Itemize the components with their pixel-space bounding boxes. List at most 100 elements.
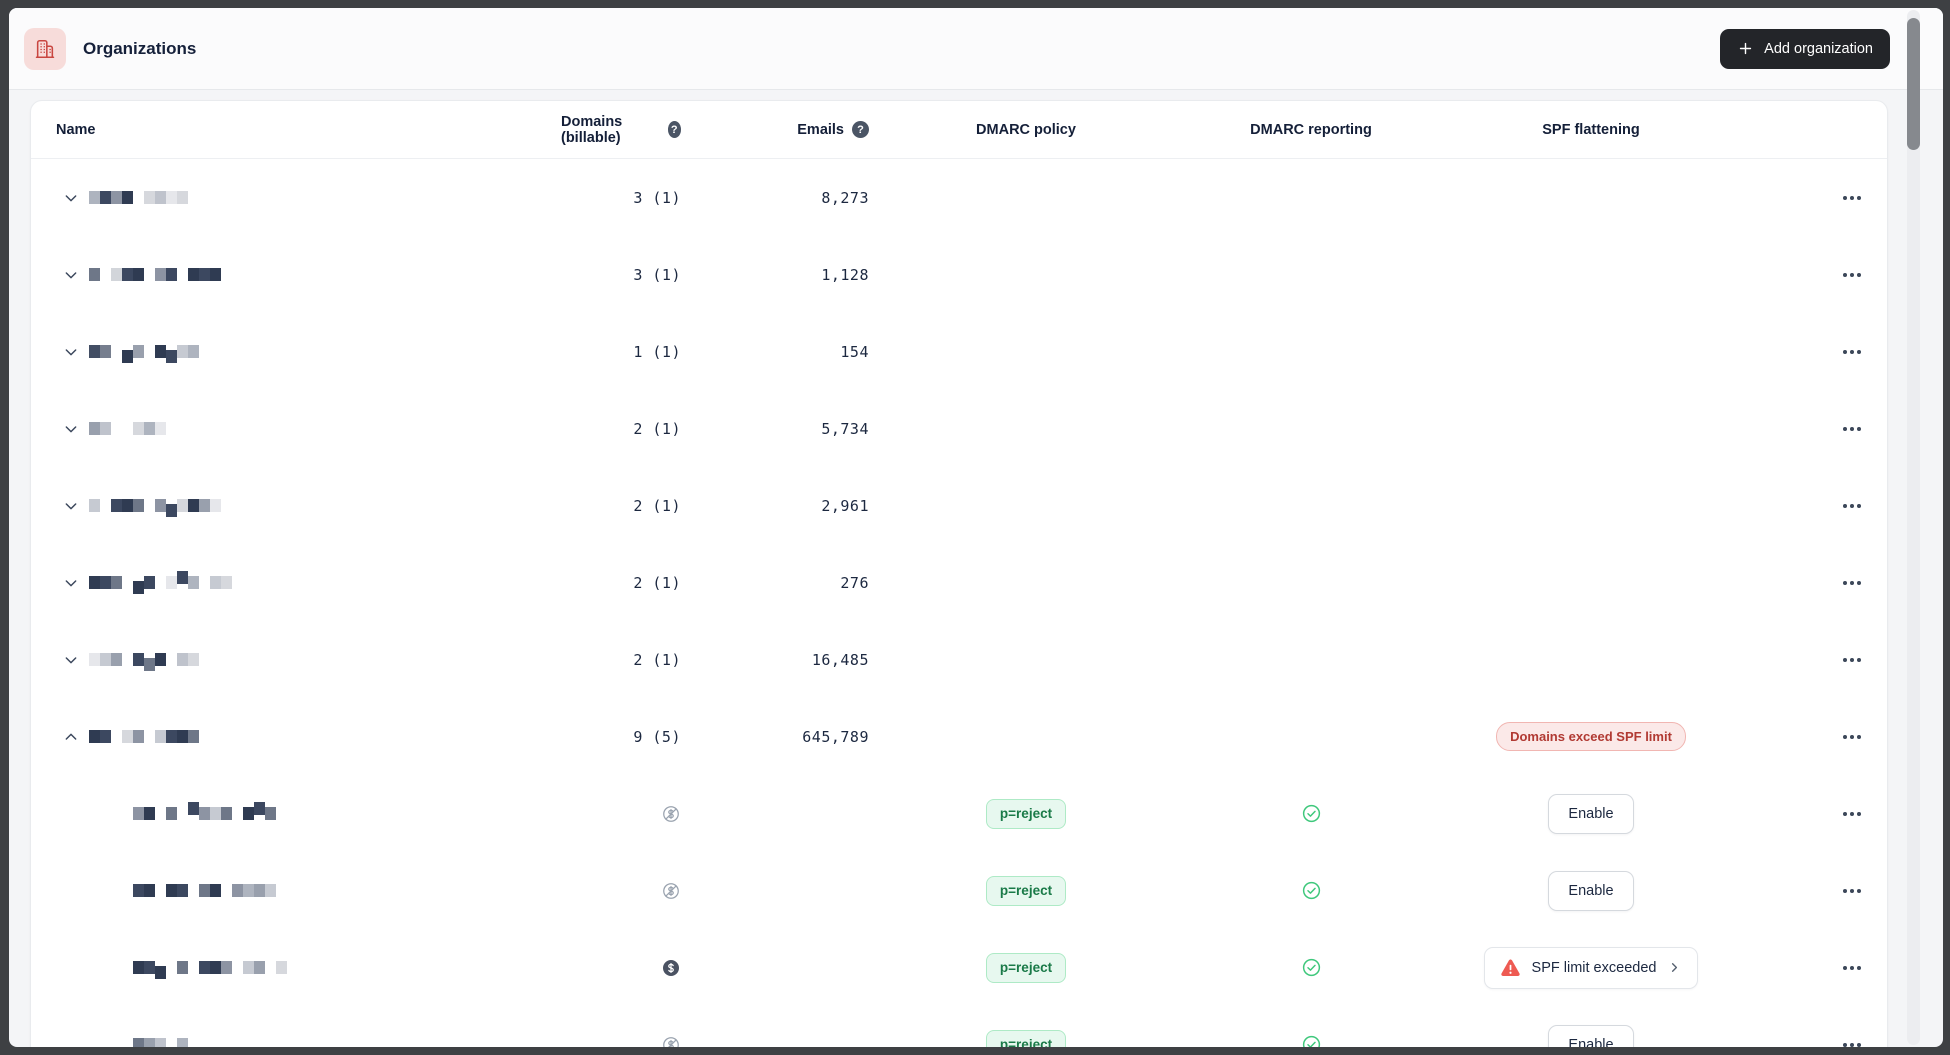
dollar-crossed-icon <box>663 805 679 822</box>
expand-org-button[interactable] <box>63 575 79 591</box>
actions-cell <box>1743 414 1869 444</box>
chevron-down-icon <box>65 271 77 278</box>
row-menu-button[interactable] <box>1835 337 1869 367</box>
enable-spf-button[interactable]: Enable <box>1548 870 1634 911</box>
add-organization-button[interactable]: Add organization <box>1720 28 1890 69</box>
chevron-down-icon <box>65 579 77 586</box>
domains-count: 2 (1) <box>633 650 681 669</box>
emails-count: 2,961 <box>821 496 869 515</box>
dmarc-policy-badge: p=reject <box>985 798 1067 829</box>
domains-cell <box>561 881 681 901</box>
row-menu-button[interactable] <box>1835 568 1869 598</box>
domains-cell: 2 (1) <box>561 651 681 669</box>
domains-cell: 2 (1) <box>561 497 681 515</box>
dmarc-policy-cell: p=reject <box>869 875 1183 906</box>
domains-help-icon[interactable]: ? <box>667 121 681 138</box>
dmarc-reporting-cell <box>1183 1034 1439 1047</box>
domain-row: p=reject Enable <box>31 1006 1887 1047</box>
page-header: Organizations Add organization <box>9 8 1943 90</box>
emails-cell: 276 <box>681 574 869 592</box>
expand-org-button[interactable] <box>63 267 79 283</box>
org-row: 3 (1) 8,273 <box>31 159 1887 236</box>
redacted-name <box>89 265 221 285</box>
actions-cell <box>1743 1030 1869 1048</box>
redacted-name <box>133 881 276 901</box>
page-title: Organizations <box>83 38 197 58</box>
org-row: 2 (1) 5,734 <box>31 390 1887 467</box>
spf-flattening-cell: Enable <box>1439 793 1743 834</box>
dmarc-policy-cell: p=reject <box>869 952 1183 983</box>
actions-cell <box>1743 799 1869 829</box>
emails-help-icon[interactable]: ? <box>852 121 869 138</box>
redacted-name <box>89 342 199 363</box>
enable-spf-button[interactable]: Enable <box>1548 793 1634 834</box>
org-row: 1 (1) 154 <box>31 313 1887 390</box>
actions-cell <box>1743 183 1869 213</box>
domain-row: p=reject SPF limit exceeded <box>31 929 1887 1006</box>
row-menu-button[interactable] <box>1835 645 1869 675</box>
spf-flattening-cell: SPF limit exceeded <box>1439 946 1743 989</box>
collapse-org-button[interactable] <box>63 729 79 745</box>
redacted-name <box>89 188 188 208</box>
name-cell <box>56 727 561 747</box>
dmarc-reporting-ok-icon <box>1302 881 1320 900</box>
row-menu-button[interactable] <box>1835 1030 1869 1048</box>
emails-cell: 5,734 <box>681 420 869 438</box>
actions-cell <box>1743 491 1869 521</box>
domains-count: 2 (1) <box>633 496 681 515</box>
add-organization-label: Add organization <box>1764 40 1873 57</box>
actions-cell <box>1743 876 1869 906</box>
domains-count: 2 (1) <box>633 419 681 438</box>
dmarc-reporting-ok-icon <box>1302 1035 1320 1047</box>
dmarc-reporting-cell <box>1183 803 1439 824</box>
emails-cell: 2,961 <box>681 497 869 515</box>
spf-flattening-cell: Enable <box>1439 1024 1743 1047</box>
scrollbar-track[interactable] <box>1907 10 1920 1045</box>
expand-org-button[interactable] <box>63 344 79 360</box>
redacted-name <box>89 496 221 517</box>
domains-cell <box>561 958 681 978</box>
dmarc-reporting-cell <box>1183 880 1439 901</box>
chevron-down-icon <box>65 502 77 509</box>
name-cell <box>56 496 561 517</box>
org-row: 9 (5) 645,789 Domains exceed SPF limit <box>31 698 1887 775</box>
emails-count: 1,128 <box>821 265 869 284</box>
column-header-emails: Emails? <box>681 121 869 138</box>
row-menu-button[interactable] <box>1835 799 1869 829</box>
table-rows: 3 (1) 8,273 3 (1) 1,128 1 (1) 154 2 (1) 5,734 2 … <box>31 159 1887 1047</box>
plus-icon <box>1740 42 1752 55</box>
emails-cell: 16,485 <box>681 651 869 669</box>
expand-org-button[interactable] <box>63 190 79 206</box>
scrollbar-thumb[interactable] <box>1907 18 1920 150</box>
column-header-dmarc-reporting: DMARC reporting <box>1250 121 1372 138</box>
emails-count: 5,734 <box>821 419 869 438</box>
row-menu-button[interactable] <box>1835 722 1869 752</box>
row-menu-button[interactable] <box>1835 414 1869 444</box>
name-cell <box>56 650 561 671</box>
expand-org-button[interactable] <box>63 652 79 668</box>
column-header-name: Name <box>56 121 96 138</box>
name-cell <box>56 342 561 363</box>
enable-spf-button[interactable]: Enable <box>1548 1024 1634 1047</box>
domains-cell: 3 (1) <box>561 266 681 284</box>
expand-org-button[interactable] <box>63 421 79 437</box>
row-menu-button[interactable] <box>1835 953 1869 983</box>
table-header-row: Name Domains (billable)? Emails? DMARC p… <box>31 101 1887 159</box>
dollar-billable-icon <box>663 959 679 976</box>
redacted-name <box>89 650 199 671</box>
redacted-name <box>133 1035 188 1047</box>
domains-exceed-spf-badge: Domains exceed SPF limit <box>1496 722 1686 751</box>
spf-flattening-cell: Domains exceed SPF limit <box>1439 722 1743 751</box>
row-menu-button[interactable] <box>1835 260 1869 290</box>
row-menu-button[interactable] <box>1835 183 1869 213</box>
actions-cell <box>1743 260 1869 290</box>
row-menu-button[interactable] <box>1835 491 1869 521</box>
domains-count: 3 (1) <box>633 265 681 284</box>
redacted-name <box>89 571 232 594</box>
domains-cell: 2 (1) <box>561 574 681 592</box>
expand-org-button[interactable] <box>63 498 79 514</box>
spf-limit-exceeded-button[interactable]: SPF limit exceeded <box>1483 946 1699 989</box>
domains-cell <box>561 804 681 824</box>
row-menu-button[interactable] <box>1835 876 1869 906</box>
actions-cell <box>1743 337 1869 367</box>
